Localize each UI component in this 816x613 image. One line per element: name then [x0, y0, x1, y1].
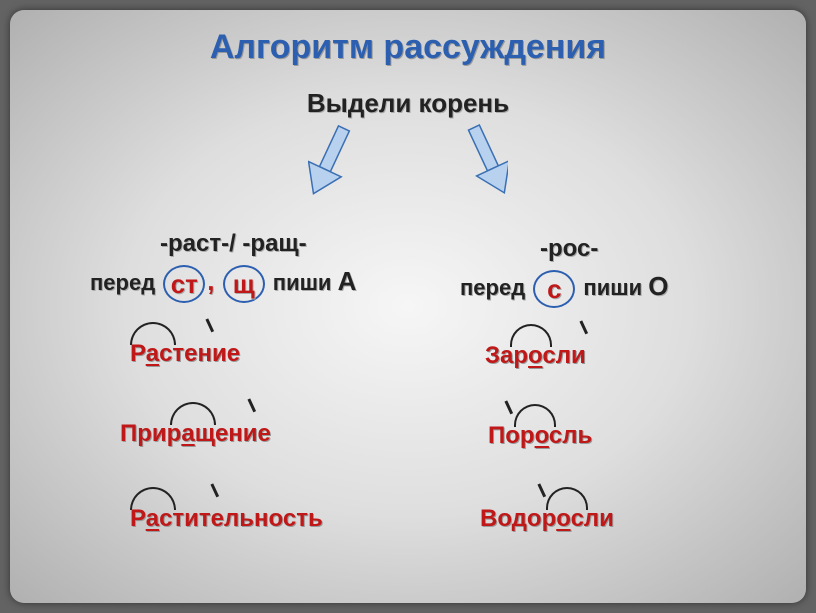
letters-s: с — [547, 274, 561, 304]
left-rule-write: пиши — [273, 270, 332, 295]
stress-mark — [505, 400, 513, 414]
left-rule-before: перед — [90, 270, 155, 295]
word-right-3: Водоросли — [480, 505, 614, 533]
stress-mark — [211, 483, 219, 497]
w-pre: Р — [130, 505, 146, 532]
letters-st: ст — [171, 269, 198, 299]
letters-shch: щ — [233, 269, 255, 299]
w-pre: Водор — [480, 505, 556, 532]
circle-shch: щ — [223, 265, 265, 303]
word-left-2: Приращение — [120, 420, 271, 448]
page-title: Алгоритм рассуждения — [10, 28, 806, 67]
rule-sep: , — [207, 266, 214, 296]
left-rule: перед ст, щ пиши А — [90, 265, 356, 303]
w-post: сли — [571, 505, 614, 532]
w-u: о — [556, 505, 570, 532]
w-u: о — [528, 342, 542, 369]
circle-st: ст — [163, 265, 205, 303]
w-u: а — [146, 505, 159, 532]
right-rule-write: пиши — [583, 275, 642, 300]
w-u: о — [535, 422, 549, 449]
circle-s: с — [533, 270, 575, 308]
w-u: а — [146, 340, 159, 367]
right-branch-label: -рос- — [540, 235, 598, 263]
stress-mark — [248, 398, 256, 412]
w-u: а — [181, 420, 194, 447]
word-right-1: Заросли — [485, 342, 586, 370]
w-pre: Прир — [120, 420, 181, 447]
w-pre: Пор — [488, 422, 535, 449]
left-rule-letter: А — [338, 266, 357, 296]
stress-mark — [580, 320, 588, 334]
word-left-3: Растительность — [130, 505, 323, 533]
stress-mark — [206, 318, 214, 332]
word-left-1: Растение — [130, 340, 240, 368]
w-post: сли — [542, 342, 585, 369]
arrow-left-icon — [308, 118, 378, 208]
w-pre: Зар — [485, 342, 528, 369]
arrows-container — [10, 118, 806, 218]
arrow-right-icon — [438, 118, 508, 208]
w-post: стительность — [159, 505, 323, 532]
w-post: щение — [195, 420, 271, 447]
right-rule: перед с пиши О — [460, 270, 668, 308]
word-right-2: Поросль — [488, 422, 592, 450]
w-post: стение — [159, 340, 240, 367]
right-rule-before: перед — [460, 275, 525, 300]
subtitle: Выдели корень — [10, 88, 806, 119]
left-branch-label: -раст-/ -ращ- — [160, 230, 307, 258]
right-rule-letter: О — [648, 271, 668, 301]
slide: Алгоритм рассуждения Выдели корень -раст… — [10, 10, 806, 603]
w-pre: Р — [130, 340, 146, 367]
w-post: сль — [549, 422, 592, 449]
stress-mark — [538, 483, 546, 497]
